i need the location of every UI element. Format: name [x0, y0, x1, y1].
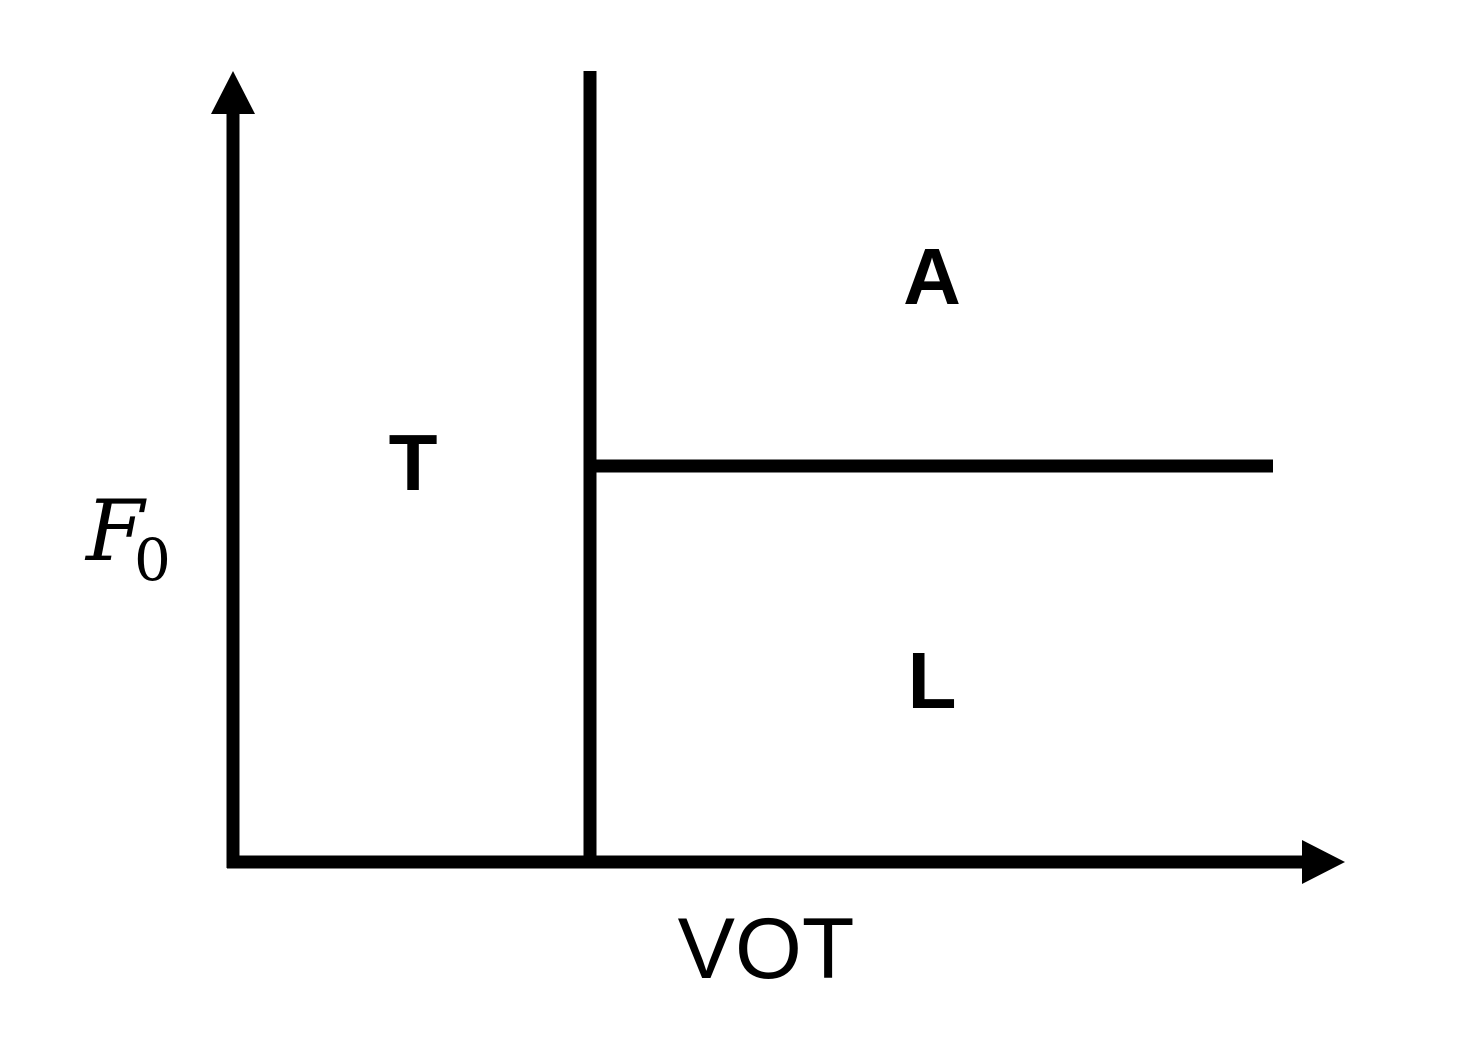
y-axis-arrowhead	[211, 71, 255, 114]
region-label-t: T	[389, 418, 438, 507]
region-label-a: A	[903, 232, 961, 321]
y-axis-label-main: F	[84, 482, 147, 580]
y-axis-label-subscript: 0	[134, 526, 171, 594]
region-label-l: L	[908, 636, 957, 725]
x-axis-label: VOT	[678, 901, 855, 997]
y-axis-label: F 0	[84, 482, 171, 594]
x-axis-arrowhead	[1302, 840, 1345, 884]
